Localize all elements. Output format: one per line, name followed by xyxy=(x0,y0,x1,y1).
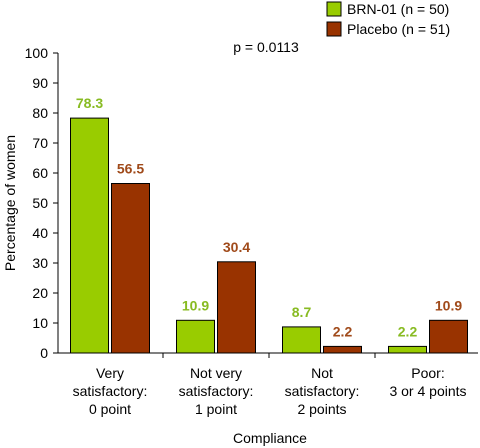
data-label: 78.3 xyxy=(76,95,103,111)
bar-brn01 xyxy=(388,345,427,354)
p-value-annotation: p = 0.0113 xyxy=(233,39,299,55)
x-category-label: satisfactory: xyxy=(285,383,360,399)
x-category-label: 3 or 4 points xyxy=(389,383,466,399)
x-category-label: 2 points xyxy=(297,401,346,417)
y-tick-label: 100 xyxy=(25,45,49,61)
chart-legend: BRN-01 (n = 50) Placebo (n = 51) xyxy=(326,1,450,37)
x-category-label: Not very xyxy=(190,365,242,381)
legend-swatch xyxy=(326,1,342,17)
y-tick-label: 10 xyxy=(32,315,48,331)
bar-placebo xyxy=(111,183,150,354)
bar-brn01 xyxy=(176,319,215,354)
bar-placebo xyxy=(323,345,362,354)
x-category-label: Very xyxy=(96,365,124,381)
x-category-label: 1 point xyxy=(195,401,237,417)
legend-swatch xyxy=(326,21,342,37)
x-category-label: satisfactory: xyxy=(73,383,148,399)
data-label: 2.2 xyxy=(398,323,418,339)
data-label: 2.2 xyxy=(333,323,353,339)
bar-brn01 xyxy=(282,326,321,354)
y-tick-label: 90 xyxy=(32,75,48,91)
data-label: 8.7 xyxy=(292,304,312,320)
legend-label: Placebo (n = 51) xyxy=(347,21,450,37)
chart-axes: 0 10 20 30 40 50 60 70 80 90 100 Very satisfactory: 0… xyxy=(25,45,478,417)
chart-data-labels: 78.3 56.5 10.9 30.4 8.7 2.2 2.2 10.9 xyxy=(76,95,462,339)
bar-brn01 xyxy=(70,117,109,354)
bar-placebo xyxy=(217,261,256,354)
y-tick-label: 80 xyxy=(32,105,48,121)
y-tick-label: 30 xyxy=(32,255,48,271)
y-tick-label: 0 xyxy=(40,345,48,361)
x-category-label: 0 point xyxy=(89,401,131,417)
chart-bars xyxy=(70,117,468,354)
y-tick-label: 70 xyxy=(32,135,48,151)
y-axis-title: Percentage of women xyxy=(2,135,18,271)
y-tick-label: 60 xyxy=(32,165,48,181)
x-category-label: satisfactory: xyxy=(179,383,254,399)
y-tick-label: 40 xyxy=(32,225,48,241)
y-tick-label: 50 xyxy=(32,195,48,211)
x-category-label: Not xyxy=(311,365,333,381)
legend-label: BRN-01 (n = 50) xyxy=(347,1,449,17)
data-label: 10.9 xyxy=(182,297,209,313)
x-axis-title: Compliance xyxy=(233,430,307,446)
y-tick-label: 20 xyxy=(32,285,48,301)
x-category-label: Poor: xyxy=(411,365,444,381)
data-label: 30.4 xyxy=(223,239,250,255)
data-label: 56.5 xyxy=(117,161,144,177)
data-label: 10.9 xyxy=(435,297,462,313)
bar-placebo xyxy=(429,319,468,354)
